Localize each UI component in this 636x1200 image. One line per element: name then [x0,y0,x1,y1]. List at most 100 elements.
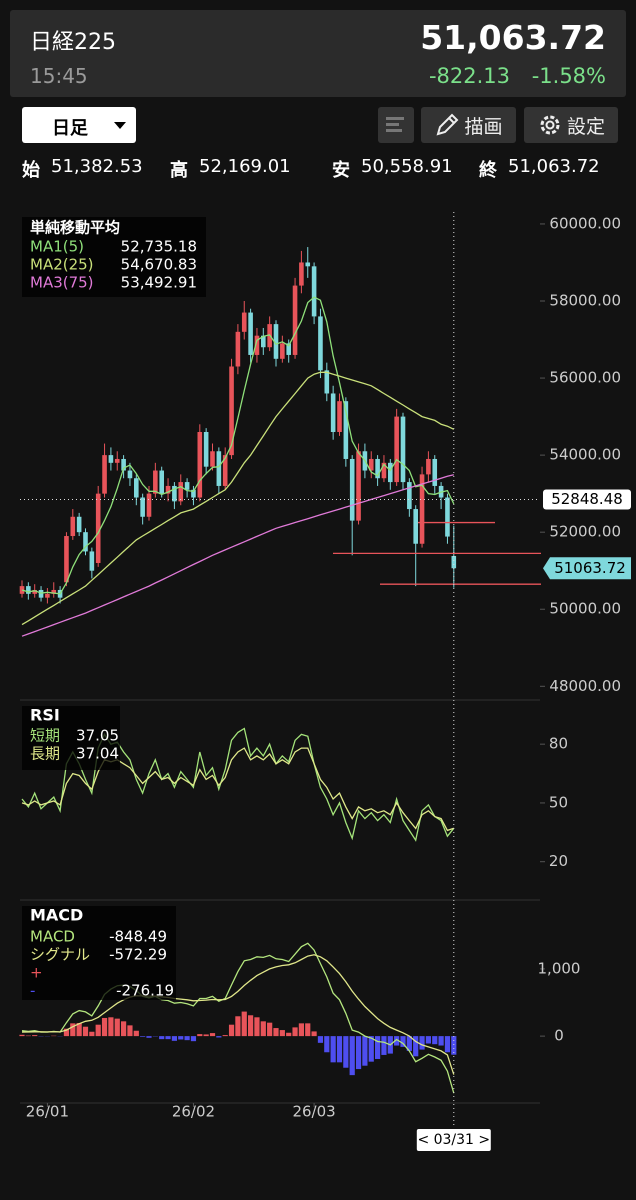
candle-body [165,485,171,494]
histogram-bar [222,1035,228,1037]
histogram-bar [381,1036,387,1055]
legend-value: 37.05 [76,727,119,745]
candle-body [235,331,241,367]
histogram-bar [178,1036,184,1040]
indicator-line [21,296,455,595]
candle-body [426,458,431,475]
header [10,10,626,97]
candle-body [356,451,361,521]
legend-title: 単純移動平均 [30,219,120,237]
histogram-bar [228,1024,235,1037]
candle-body [191,489,196,498]
candle-body [305,262,311,267]
histogram-bar [89,1031,95,1037]
candle-body [108,455,114,463]
candle-body [121,458,126,471]
histogram-bar [368,1036,374,1062]
legend-name: MA3(75) [30,274,94,292]
histogram-bar [108,1017,114,1037]
candle-body [83,532,88,552]
candle-body [45,593,50,598]
histogram-bar [254,1017,260,1037]
histogram-bar [343,1036,349,1068]
histogram-bar [355,1036,362,1070]
histogram-bar [235,1016,241,1037]
ohlc-value: 51,382.53 [51,156,143,177]
candle-body [286,343,291,355]
histogram-bar [432,1036,438,1045]
x-tick-label: 26/02 [172,1103,215,1121]
indicator-line [21,954,455,1075]
histogram-bar [19,1034,25,1037]
candle-body [172,485,177,502]
histogram-bar [305,1023,311,1037]
histogram-bar [241,1011,247,1037]
candle-body [375,458,380,479]
histogram-bar [121,1021,127,1037]
candle-body [38,589,44,598]
candle-body [64,536,69,583]
period-label: 日足 [52,118,88,139]
candle-body [349,458,355,521]
candle-body [337,401,342,433]
candle-body [419,474,425,544]
histogram-bar [197,1034,203,1037]
histogram-bar [406,1036,412,1051]
candle-body [159,470,164,494]
candle-body [261,335,266,348]
y-tick-label: 58000.00 [549,292,621,310]
candle-body [95,493,101,564]
histogram-bar [127,1025,133,1037]
candle-body [241,312,247,332]
histogram-bar [248,1015,254,1037]
period-dropdown[interactable]: 日足 [22,107,136,143]
ohlc-row: 始 51,382.53 高 52,169.01 安 50,558.91 終 51,063.72 [0,156,636,182]
ohlc-value: 50,558.91 [361,156,453,177]
crosshair-date: < 03/31 > [417,1132,490,1148]
list-button[interactable] [378,107,414,143]
candle-body [197,432,203,498]
candle-body [368,458,374,471]
y-tick-label: 1,000 [538,959,581,977]
crosshair-date-box [416,1129,491,1151]
histogram-bar [165,1036,171,1040]
legend-value: 37.04 [76,745,119,763]
ohlc-label: 始 [22,160,40,181]
legend-value: 54,670.83 [121,256,197,274]
histogram-bar [171,1036,177,1041]
index-name: 日経225 [30,30,116,55]
candle-body [51,589,57,594]
ohlc-label: 高 [170,160,188,181]
histogram-bar [209,1033,216,1037]
histogram-bar [451,1036,457,1055]
candle-body [222,455,228,486]
ohlc-value: 51,063.72 [508,156,600,177]
candle-body [210,451,215,467]
y-tick-label: 0 [554,1027,564,1045]
legend-name: 長期 [30,745,60,763]
y-tick-label: 80 [549,735,568,753]
candle-body [299,262,304,286]
legend-name: + [30,964,43,982]
indicator-line [21,727,455,842]
x-tick-label: 26/03 [292,1103,335,1121]
settings-button[interactable]: 設定 [524,107,618,143]
draw-button[interactable]: 描画 [421,107,516,143]
histogram-bar [260,1021,266,1037]
y-tick-label: 60000.00 [549,214,621,232]
histogram-bar [101,1017,108,1037]
histogram-bar [444,1036,451,1053]
crosshair-price: 52848.48 [551,490,623,508]
histogram-bar [425,1036,431,1044]
list-icon [386,117,404,132]
candle-body [445,497,450,537]
pencil-icon [437,113,459,136]
histogram-bar [400,1036,406,1047]
ohlc-value: 52,169.01 [199,156,291,177]
legend-name: シグナル [30,946,90,964]
histogram-bar [267,1022,273,1037]
histogram-bar [438,1036,444,1046]
y-tick-label: 48000.00 [549,677,621,695]
histogram-bar [146,1036,152,1038]
